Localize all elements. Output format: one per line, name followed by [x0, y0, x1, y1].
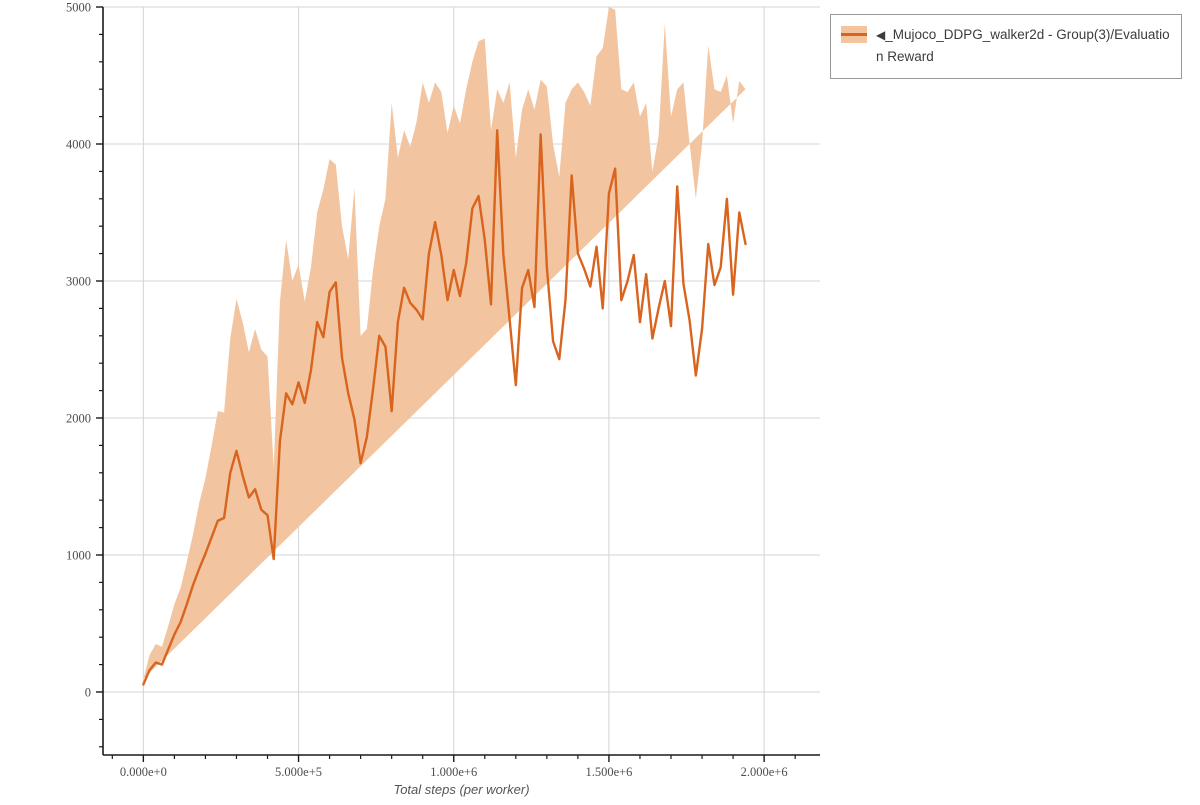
- y-axis-tick-label: 5000: [66, 1, 91, 15]
- x-axis-tick-label: 1.500e+6: [585, 765, 632, 779]
- series-line: [142, 129, 747, 686]
- confidence-band: [143, 7, 746, 679]
- plot-area: [142, 7, 747, 686]
- y-axis-tick-label: 2000: [66, 411, 91, 425]
- legend-series-name: _Mujoco_DDPG_walker2d - Group(3)/Evaluat…: [876, 27, 1170, 64]
- y-axis-tick-label: 0: [85, 685, 91, 699]
- x-axis-tick-label: 1.000e+6: [430, 765, 477, 779]
- y-axis-tick-label: 4000: [66, 137, 91, 151]
- x-axis-tick-label: 2.000e+6: [741, 765, 788, 779]
- legend-color-swatch: [841, 26, 867, 43]
- x-axis-tick-label: 5.000e+5: [275, 765, 322, 779]
- legend-line-swatch: [841, 33, 867, 36]
- x-axis-tick-label: 0.000e+0: [120, 765, 167, 779]
- axes: 0 1000 2000 3000 4000 5000 0.000e+0 5.000e+5 1.0…: [66, 1, 820, 779]
- legend-entry-label: ◀_Mujoco_DDPG_walker2d - Group(3)/Evalua…: [876, 24, 1171, 68]
- chart-legend[interactable]: ◀_Mujoco_DDPG_walker2d - Group(3)/Evalua…: [830, 14, 1182, 79]
- y-axis-tick-label: 1000: [66, 548, 91, 562]
- x-axis-title: Total steps (per worker): [393, 782, 529, 797]
- legend-collapse-marker-icon[interactable]: ◀: [876, 28, 886, 42]
- y-axis-tick-label: 3000: [66, 274, 91, 288]
